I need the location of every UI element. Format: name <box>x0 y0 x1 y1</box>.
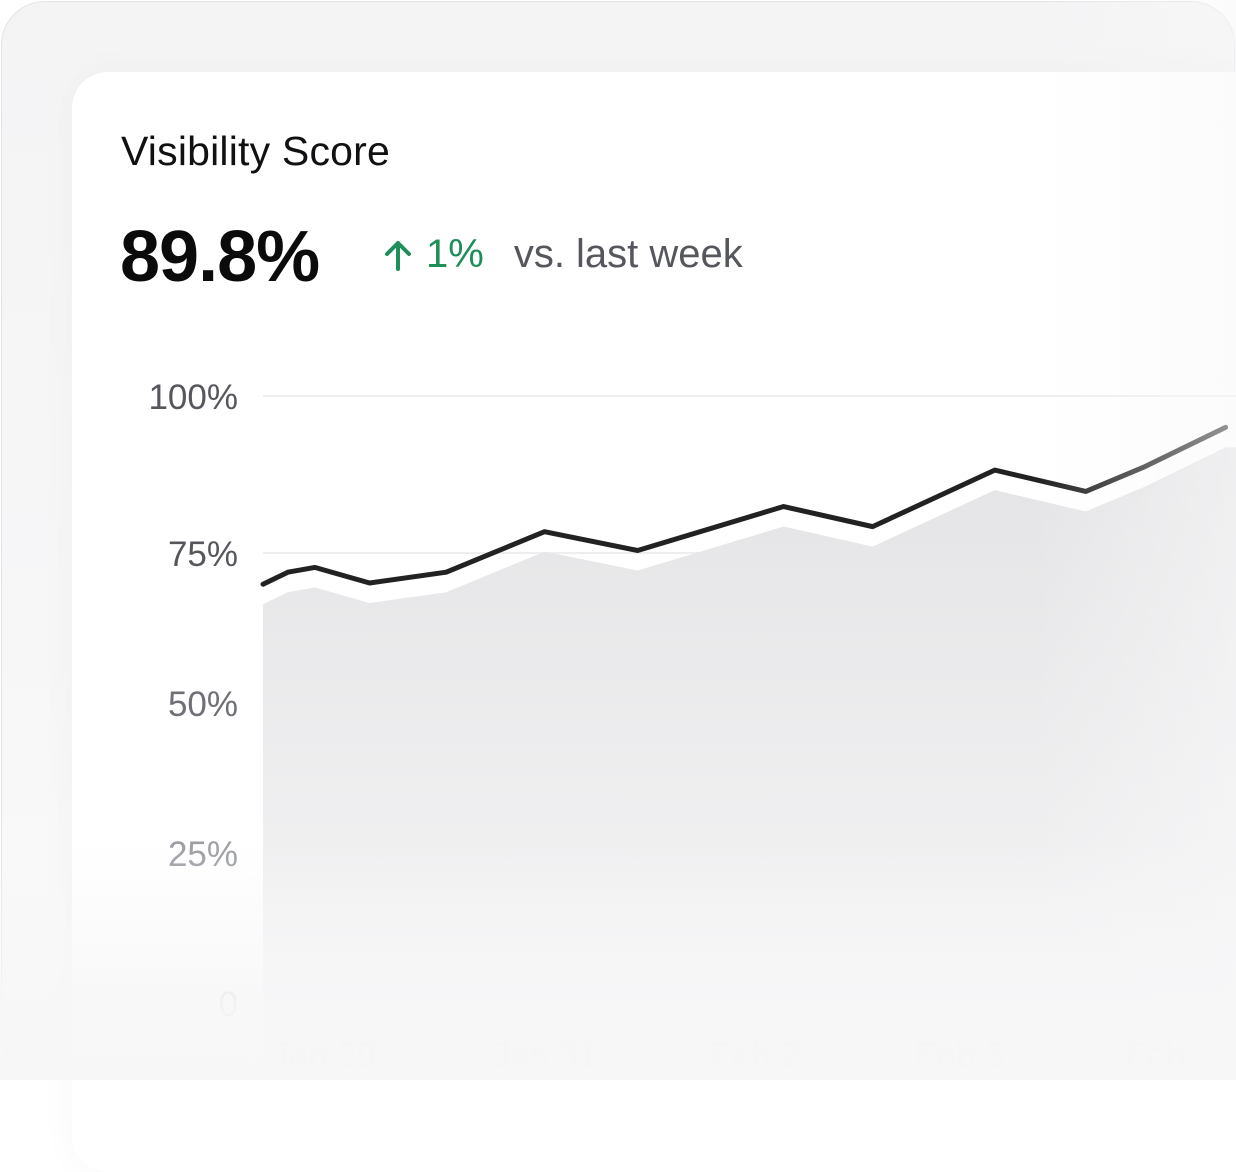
y-tick-label: 25% <box>168 835 238 874</box>
y-tick-label: 100% <box>148 378 238 417</box>
y-tick-label: 75% <box>168 535 238 574</box>
x-tick-label: Feb 2 <box>710 1036 800 1075</box>
area-fill <box>263 447 1236 1080</box>
x-tick-label: Feb 3 <box>915 1036 1005 1075</box>
x-tick-label: Feb <box>1125 1036 1185 1075</box>
y-tick-label: 50% <box>168 685 238 724</box>
visibility-line-chart: 100% 75% 50% 25% 0 Jan 29 Jan 31 Feb 2 Feb 3 Feb <box>0 0 1236 1080</box>
x-tick-label: Jan 31 <box>492 1036 597 1075</box>
y-tick-label: 0 <box>219 985 238 1024</box>
x-tick-label: Jan 29 <box>271 1036 376 1075</box>
